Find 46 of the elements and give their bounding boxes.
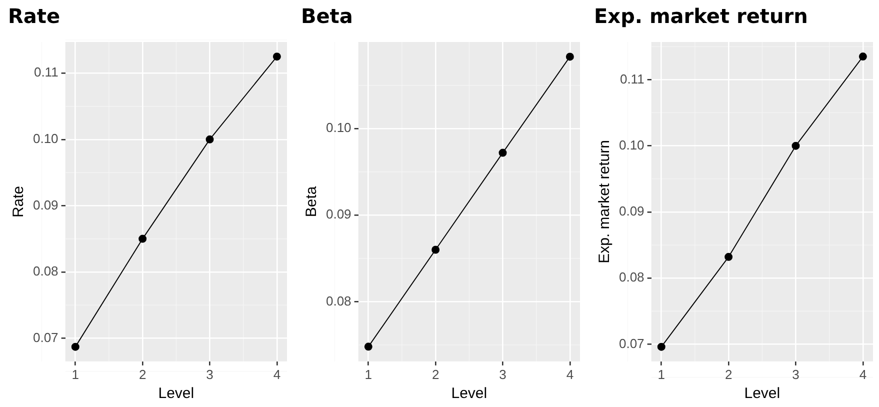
y-tick-label: 0.10 — [32, 130, 58, 146]
x-tick-label: 3 — [499, 366, 506, 382]
x-tick-label: 2 — [432, 366, 440, 382]
x-axis-title: Level — [451, 385, 488, 402]
point — [657, 342, 666, 351]
y-axis-title: Exp. market return — [596, 140, 614, 264]
y-tick-label: 0.11 — [34, 64, 58, 80]
point — [206, 135, 214, 144]
chart-title: Rate — [8, 4, 60, 28]
point — [858, 52, 867, 61]
chart-title: Beta — [301, 4, 353, 28]
x-tick-label: 3 — [206, 366, 214, 382]
y-axis-title: Beta — [303, 186, 320, 218]
y-tick-label: 0.10 — [326, 120, 352, 136]
y-tick-label: 0.11 — [620, 71, 644, 86]
y-tick-label: 0.09 — [326, 206, 352, 222]
x-tick-label: 2 — [138, 366, 146, 382]
y-tick-label: 0.09 — [32, 197, 58, 212]
x-tick-label: 4 — [566, 366, 574, 382]
point — [724, 252, 733, 261]
x-tick-label: 4 — [273, 366, 281, 382]
x-tick-label: 3 — [792, 366, 800, 382]
x-tick-label: 1 — [658, 366, 665, 382]
point — [432, 246, 440, 254]
y-axis-title: Rate — [10, 186, 28, 218]
x-axis-title: Level — [158, 385, 194, 402]
y-tick-label: 0.08 — [32, 264, 58, 279]
point — [498, 148, 507, 157]
point — [138, 234, 147, 243]
x-tick-label: 1 — [364, 366, 372, 382]
point — [364, 342, 372, 351]
x-tick-label: 2 — [724, 366, 732, 382]
chart-title: Exp. market return — [594, 4, 808, 28]
point — [566, 52, 574, 61]
x-axis-title: Level — [744, 385, 780, 402]
point — [71, 342, 80, 351]
y-tick-label: 0.08 — [618, 270, 644, 285]
point — [792, 142, 800, 150]
x-tick-label: 4 — [859, 366, 867, 382]
y-tick-label: 0.07 — [618, 336, 644, 351]
x-tick-label: 1 — [72, 366, 79, 382]
point — [272, 52, 281, 61]
y-tick-label: 0.09 — [618, 204, 644, 219]
y-tick-label: 0.10 — [618, 137, 644, 152]
y-tick-label: 0.07 — [32, 330, 58, 345]
y-tick-label: 0.08 — [326, 293, 352, 308]
